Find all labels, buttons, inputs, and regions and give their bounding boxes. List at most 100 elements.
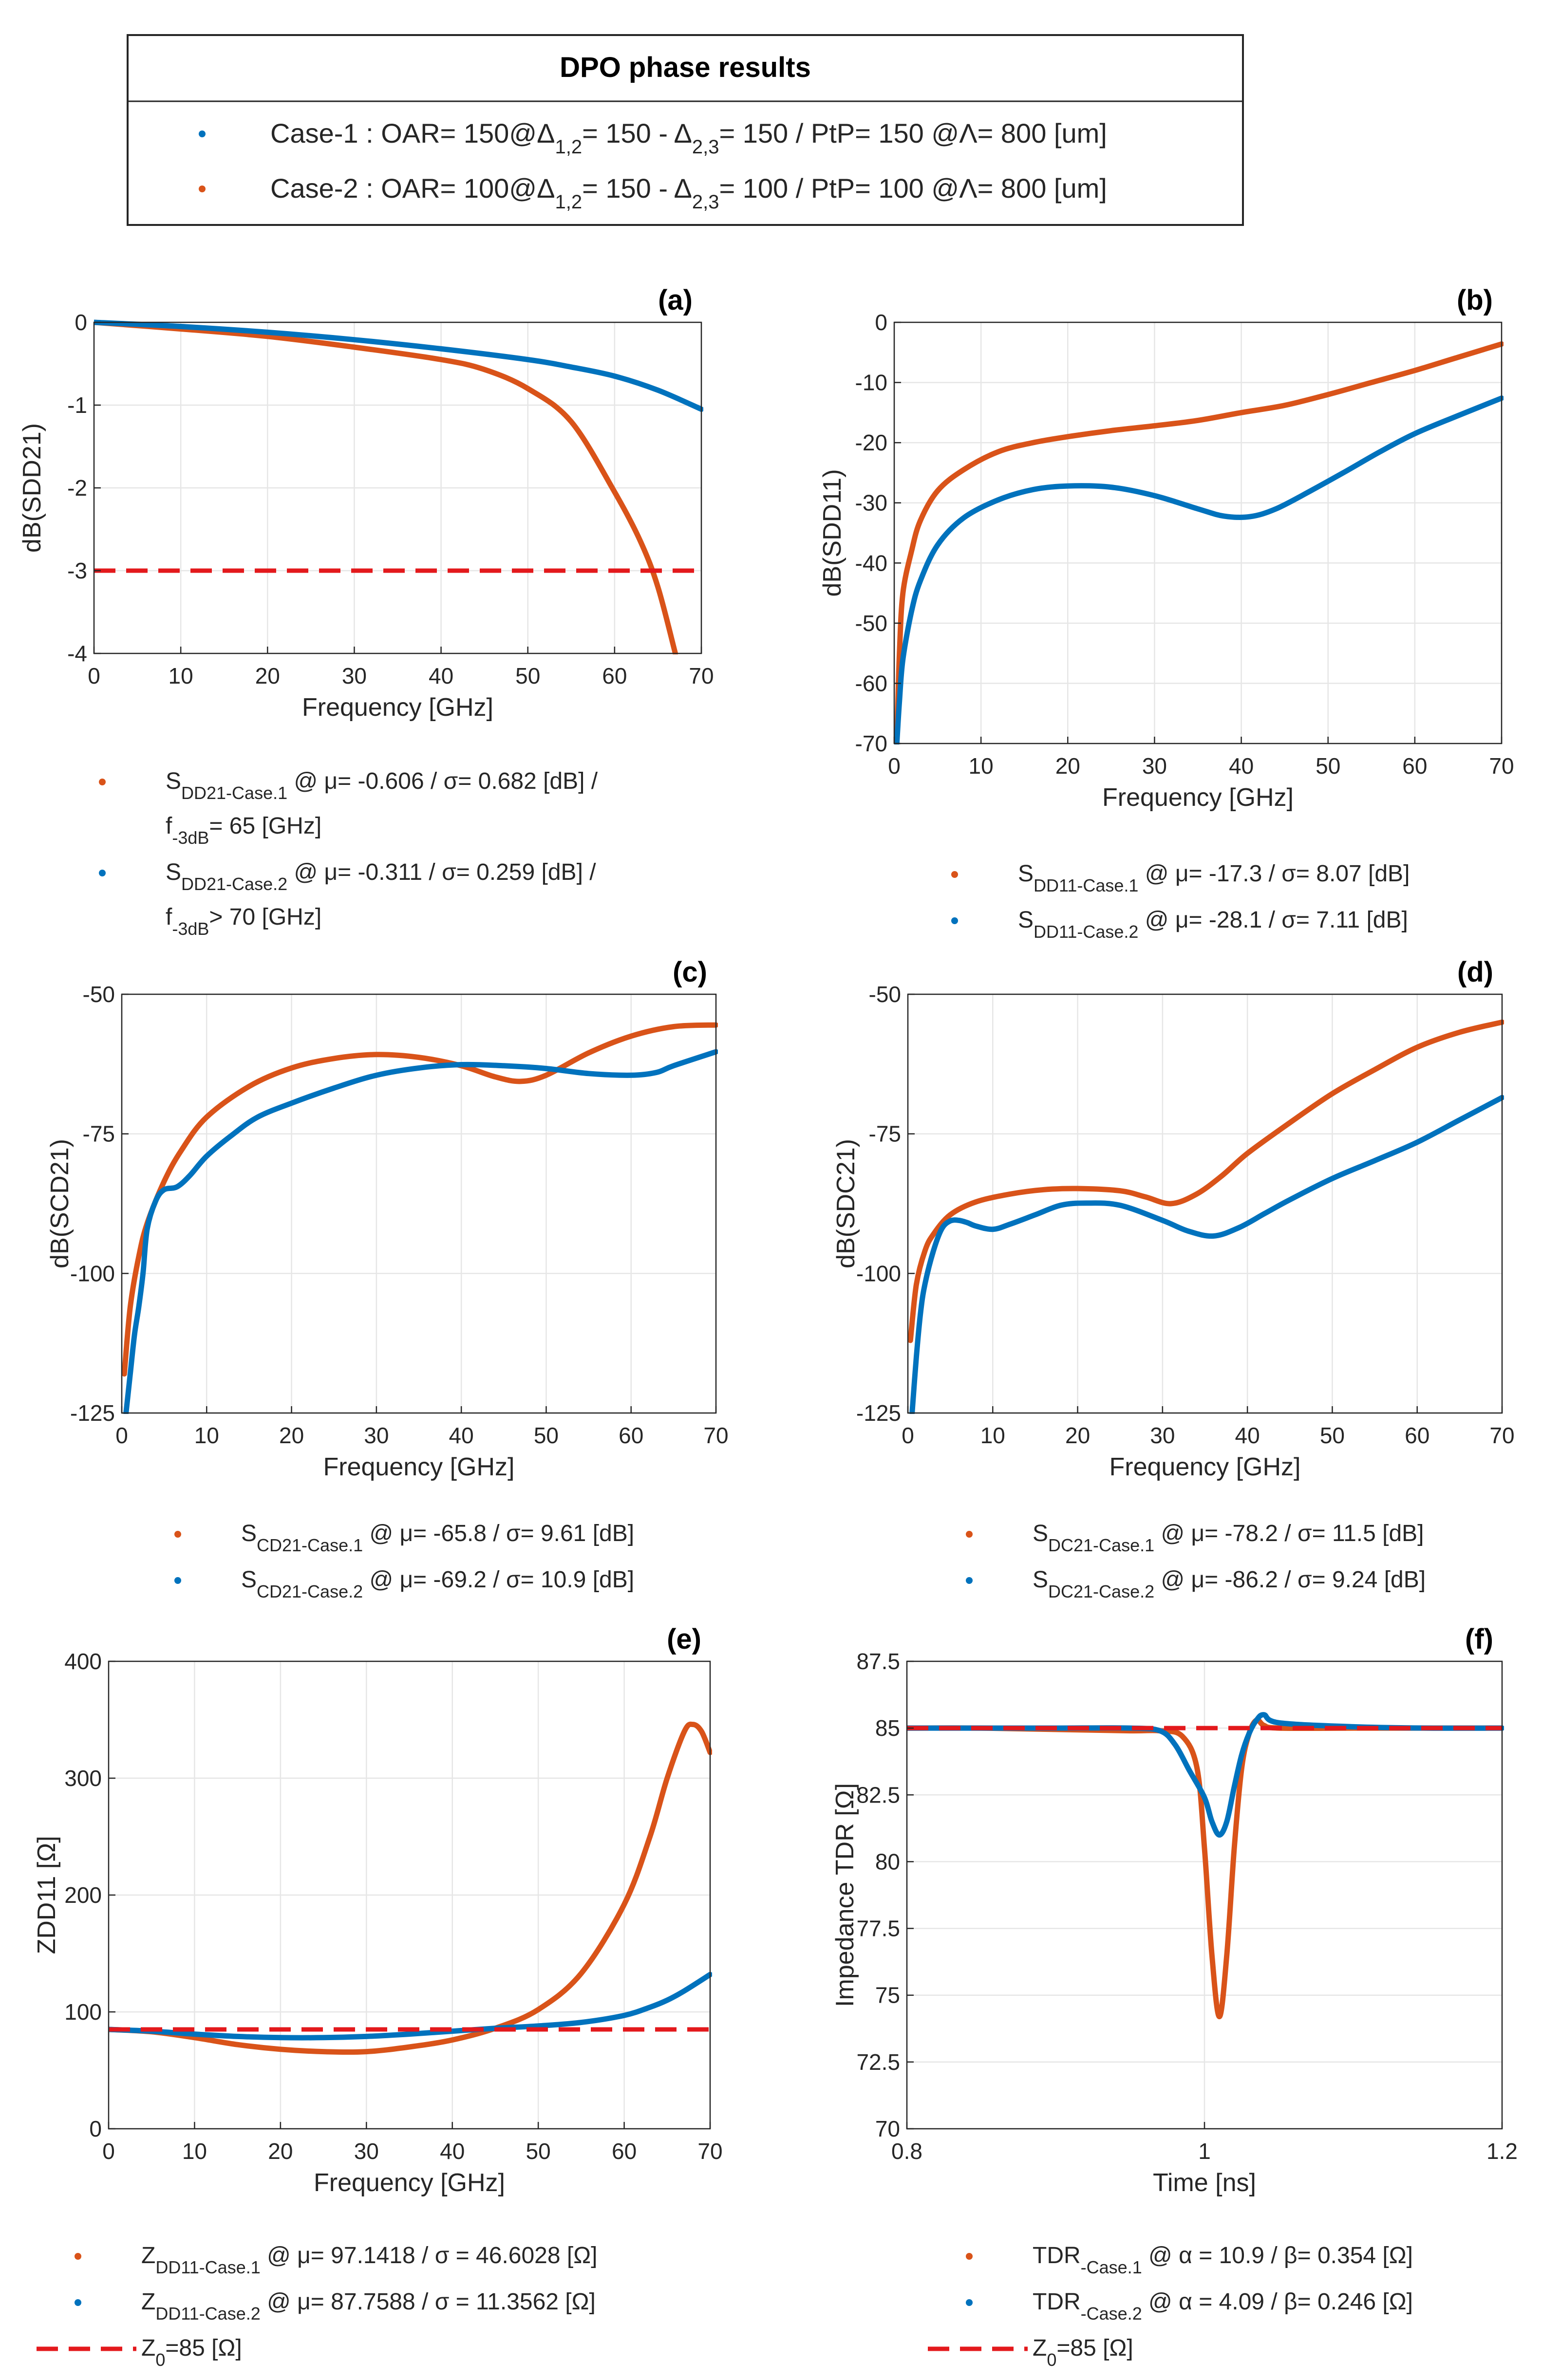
y-tick-label: -30 <box>855 490 887 516</box>
legend-text-line2: f-3dB> 70 [GHz] <box>166 904 321 939</box>
x-tick-label: 50 <box>526 2138 551 2164</box>
legend-item: Z0=85 [Ω] <box>37 2335 242 2370</box>
x-tick-label: 40 <box>429 663 453 688</box>
legend-text: SDD21-Case.2 @ μ= -0.311 / σ= 0.259 [dB]… <box>166 859 596 894</box>
x-tick-label: 40 <box>440 2138 465 2164</box>
legend-marker <box>174 1577 181 1584</box>
y-axis-label: dB(SCD21) <box>46 1139 74 1268</box>
x-tick-label: 50 <box>534 1423 559 1448</box>
legend-text: ZDD11-Case.2 @ μ= 87.7588 / σ = 11.3562 … <box>141 2289 596 2324</box>
x-axis-label: Frequency [GHz] <box>1109 1453 1300 1481</box>
axes-box <box>907 993 1503 1414</box>
legend-text: SCD21-Case.2 @ μ= -69.2 / σ= 10.9 [dB] <box>241 1567 634 1601</box>
legend-marker <box>966 2253 973 2260</box>
x-tick-label: 30 <box>364 1423 389 1448</box>
legend-text: ZDD11-Case.1 @ μ= 97.1418 / σ = 46.6028 … <box>141 2243 597 2277</box>
y-axis-label: dB(SDD11) <box>818 469 846 596</box>
y-tick-label: 200 <box>64 1882 102 1908</box>
series-line-case-2-blue <box>123 1049 718 1414</box>
top-legend: DPO phase results Case-1 : OAR= 150@Δ1,2… <box>127 34 1244 226</box>
y-tick-label: -75 <box>83 1121 115 1147</box>
legend-text: TDR-Case.1 @ α = 10.9 / β= 0.354 [Ω] <box>1033 2243 1413 2277</box>
x-tick-label: 30 <box>354 2138 379 2164</box>
panel-label: (a) <box>658 284 693 316</box>
legend-item: ZDD11-Case.1 @ μ= 97.1418 / σ = 46.6028 … <box>75 2243 597 2277</box>
y-tick-label: -2 <box>67 475 87 501</box>
legend-text: SDC21-Case.1 @ μ= -78.2 / σ= 11.5 [dB] <box>1033 1521 1424 1555</box>
panel-e: 0 10 20 30 40 50 60 70 0 100 200 300 400 Frequency [G… <box>33 1623 723 2370</box>
legend-marker <box>99 870 106 876</box>
legend-case1-text: Case-1 : OAR= 150@Δ1,2= 150 - Δ2,3= 150 … <box>270 118 1107 158</box>
panel-b: 0 10 20 30 40 50 60 70 0 -10 -20 -30 -40 -50 -60 -70 Fre… <box>818 284 1514 942</box>
y-axis-label: ZDD11 [Ω] <box>33 1836 61 1954</box>
x-tick-label: 40 <box>1229 753 1254 779</box>
y-tick-label: 85 <box>875 1715 900 1741</box>
tick-labels: 0 10 20 30 40 50 60 70 -50 -75 -100 -125 <box>856 982 1515 1448</box>
y-tick-label: 80 <box>875 1849 900 1874</box>
legend-text: TDR-Case.2 @ α = 4.09 / β= 0.246 [Ω] <box>1033 2289 1413 2324</box>
legend-marker <box>951 917 958 924</box>
x-tick-label: 1 <box>1198 2138 1211 2164</box>
x-tick-label: 10 <box>169 663 193 688</box>
legend-item: SCD21-Case.2 @ μ= -69.2 / σ= 10.9 [dB] <box>174 1567 634 1601</box>
x-tick-label: 10 <box>980 1423 1005 1448</box>
panel-a: 0 10 20 30 40 50 60 70 0 -1 -2 -3 -4 Frequency [GHz] d… <box>18 284 714 939</box>
y-tick-label: -50 <box>855 611 887 636</box>
x-tick-label: 20 <box>279 1423 304 1448</box>
x-tick-label: 50 <box>1316 753 1340 779</box>
y-tick-label: 75 <box>875 1983 900 2008</box>
y-tick-label: 82.5 <box>856 1782 900 1807</box>
tick-labels: 0.8 1 1.2 87.5 85 82.5 80 77.5 75 72.5 70 <box>856 1649 1518 2164</box>
panel-label: (f) <box>1465 1623 1493 1655</box>
series-line-case-1-orange <box>908 1019 1504 1343</box>
y-tick-label: -125 <box>856 1400 901 1426</box>
legend-text: SDD11-Case.1 @ μ= -17.3 / σ= 8.07 [dB] <box>1018 861 1410 895</box>
legend-item: SDC21-Case.1 @ μ= -78.2 / σ= 11.5 [dB] <box>966 1521 1424 1555</box>
legend-case2-marker <box>199 186 206 192</box>
x-tick-label: 0 <box>115 1423 128 1448</box>
legend-item: Z0=85 [Ω] <box>928 2335 1133 2370</box>
legend-marker <box>966 1577 973 1584</box>
x-tick-label: 70 <box>697 2138 722 2164</box>
x-tick-label: 20 <box>1055 753 1080 779</box>
x-tick-label: 10 <box>969 753 994 779</box>
x-axis-label: Frequency [GHz] <box>1102 783 1294 812</box>
series-line-case-2-blue <box>109 1971 712 2041</box>
x-tick-label: 40 <box>449 1423 474 1448</box>
axes-box <box>893 321 1503 744</box>
x-tick-label: 0 <box>888 753 901 779</box>
legend-item: TDR-Case.1 @ α = 10.9 / β= 0.354 [Ω] <box>966 2243 1413 2277</box>
legend-text: Z0=85 [Ω] <box>141 2335 242 2370</box>
legend-marker <box>174 1531 181 1538</box>
y-tick-label: -100 <box>70 1261 115 1286</box>
x-tick-label: 60 <box>612 2138 637 2164</box>
x-tick-label: 60 <box>1402 753 1427 779</box>
legend-marker <box>75 2299 81 2306</box>
x-tick-label: 50 <box>1320 1423 1345 1448</box>
panel-label: (b) <box>1457 284 1493 316</box>
x-axis-label: Frequency [GHz] <box>302 693 493 722</box>
x-tick-label: 70 <box>1489 753 1514 779</box>
panel-legend: SDD11-Case.1 @ μ= -17.3 / σ= 8.07 [dB] SD… <box>951 861 1410 942</box>
series-group <box>94 319 703 654</box>
panel-label: (e) <box>667 1623 701 1655</box>
panel-legend: TDR-Case.1 @ α = 10.9 / β= 0.354 [Ω] TDR-… <box>928 2243 1413 2370</box>
legend-item: SDC21-Case.2 @ μ= -86.2 / σ= 9.24 [dB] <box>966 1567 1426 1601</box>
x-axis-label: Frequency [GHz] <box>323 1453 514 1481</box>
panel-legend: SDD21-Case.1 @ μ= -0.606 / σ= 0.682 [dB]… <box>99 768 598 939</box>
x-tick-label: 60 <box>1405 1423 1429 1448</box>
plot-area <box>908 994 1502 1413</box>
panel-d: 0 10 20 30 40 50 60 70 -50 -75 -100 -125 Frequency [… <box>832 956 1515 1601</box>
panel-label: (d) <box>1457 956 1493 988</box>
panel-legend: ZDD11-Case.1 @ μ= 97.1418 / σ = 46.6028 … <box>37 2243 597 2370</box>
x-tick-label: 30 <box>1142 753 1167 779</box>
tick-labels: 0 10 20 30 40 50 60 70 0 100 200 300 400 <box>64 1649 722 2164</box>
y-tick-label: -20 <box>855 430 887 455</box>
x-tick-label: 0.8 <box>891 2138 922 2164</box>
y-tick-label: 300 <box>64 1766 102 1791</box>
legend-text: SDD11-Case.2 @ μ= -28.1 / σ= 7.11 [dB] <box>1018 907 1408 942</box>
x-tick-label: 60 <box>619 1423 643 1448</box>
y-tick-label: -60 <box>855 670 887 696</box>
series-group <box>894 341 1504 744</box>
